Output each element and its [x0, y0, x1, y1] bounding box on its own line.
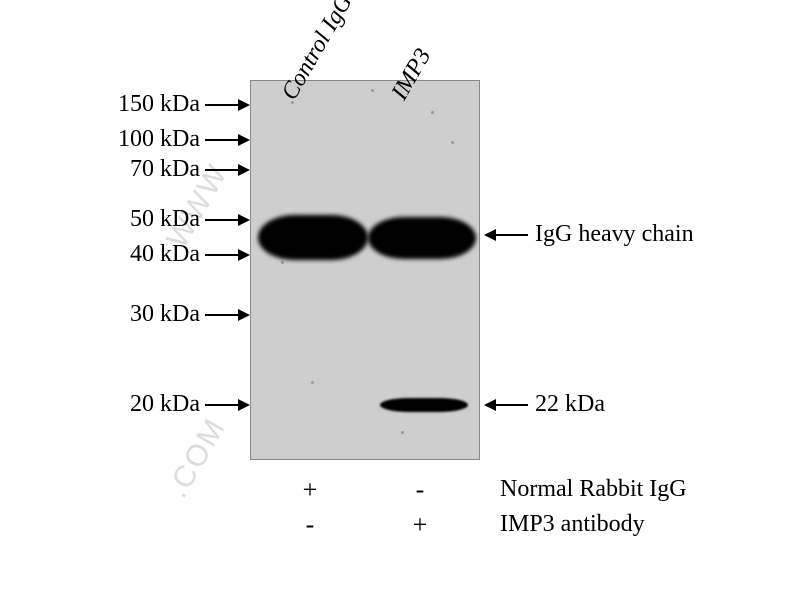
western-blot-figure: WWW.COM Control IgGIMP3 150 kDa100 kDa70…: [0, 0, 800, 600]
22kda-label: 22 kDa: [535, 391, 605, 418]
condition-label-imp3-antibody: IMP3 antibody: [500, 511, 645, 538]
watermark: .COM: [161, 412, 234, 504]
mw-marker-label: 30 kDa: [130, 301, 200, 328]
igg-heavy-chain-label: IgG heavy chain: [535, 221, 694, 248]
mw-marker-label: 40 kDa: [130, 241, 200, 268]
mw-marker-label: 150 kDa: [118, 91, 200, 118]
mw-marker-label: 100 kDa: [118, 126, 200, 153]
mw-marker-label: 70 kDa: [130, 156, 200, 183]
condition-label-normal-rabbit-igg: Normal Rabbit IgG: [500, 476, 687, 503]
condition-sign: +: [410, 510, 430, 540]
igg-heavy-chain-imp3: [368, 217, 476, 259]
mw-marker-label: 50 kDa: [130, 206, 200, 233]
condition-sign: -: [410, 475, 430, 505]
imp3-band: [380, 398, 468, 412]
condition-sign: -: [300, 510, 320, 540]
mw-marker-label: 20 kDa: [130, 391, 200, 418]
condition-sign: +: [300, 475, 320, 505]
igg-heavy-chain-control: [258, 215, 368, 260]
